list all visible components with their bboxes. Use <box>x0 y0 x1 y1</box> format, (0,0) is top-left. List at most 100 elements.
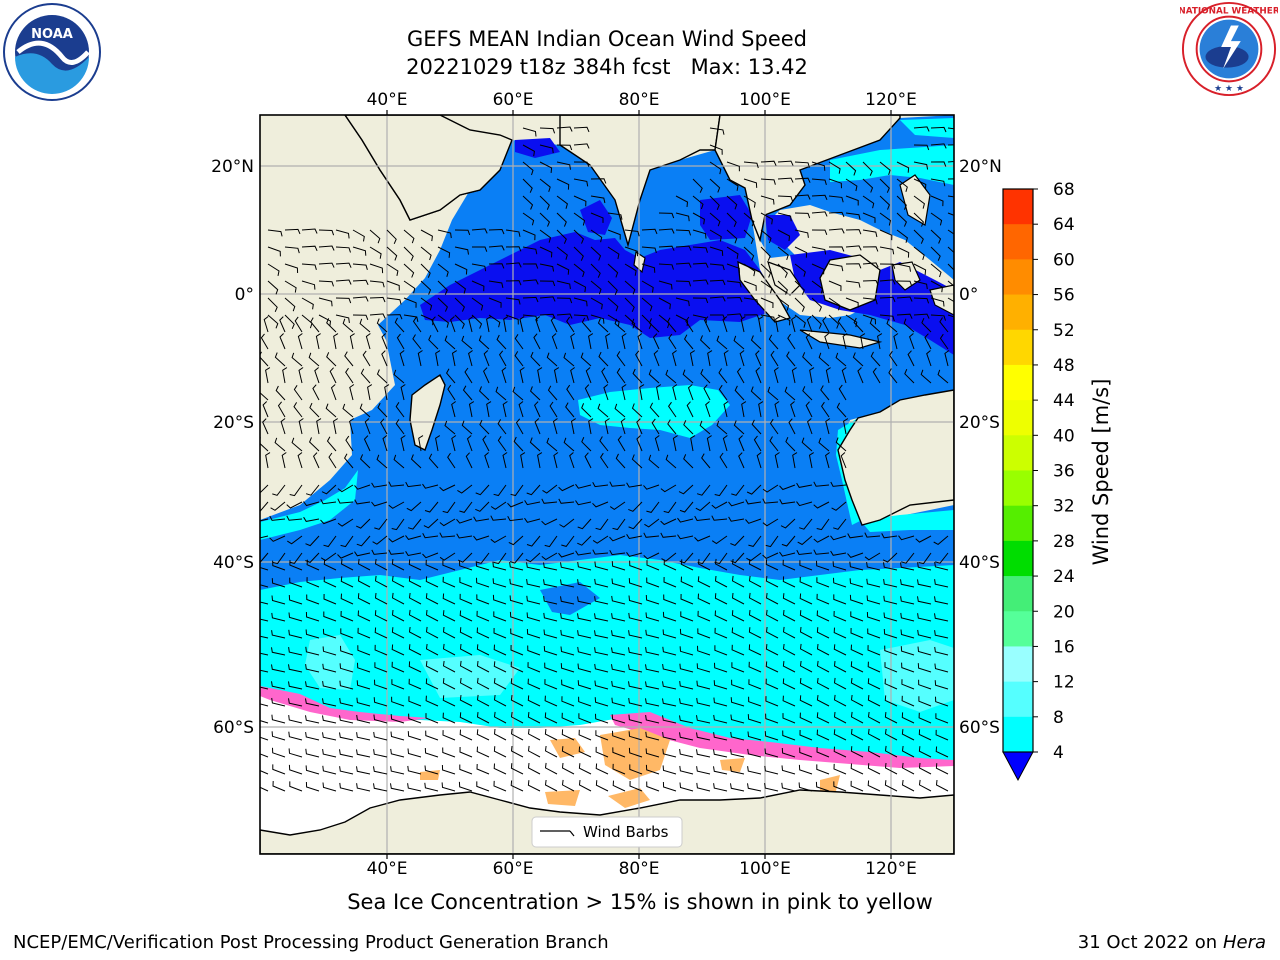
wind-barb <box>866 611 881 622</box>
wind-barb <box>740 316 746 333</box>
wind-barb <box>484 452 490 469</box>
calm-region <box>700 195 752 240</box>
wind-barb <box>354 551 371 557</box>
wind-barb <box>339 732 354 741</box>
colorbar-band <box>1003 294 1033 331</box>
wind-barb <box>428 334 439 350</box>
wind-barb <box>811 229 828 235</box>
wind-barb <box>380 418 388 435</box>
wind-barb <box>653 350 660 367</box>
wind-barb <box>318 280 334 287</box>
wind-barb <box>286 515 303 521</box>
wind-barb <box>522 161 534 176</box>
wind-barb <box>884 662 898 673</box>
wind-barb <box>595 518 609 531</box>
lat-labels-right: 20°N 0° 20°S 40°S 60°S <box>959 157 1002 738</box>
wind-barb <box>697 576 711 588</box>
wind-barb <box>510 628 524 639</box>
wind-barb <box>709 279 726 286</box>
wind-barb <box>918 746 932 758</box>
wind-barb <box>510 711 524 724</box>
wind-barb <box>714 484 728 497</box>
wind-barb <box>475 484 490 496</box>
wind-barb <box>590 297 603 310</box>
wind-barb <box>573 280 587 293</box>
wind-barb <box>713 732 728 741</box>
wind-barb <box>815 781 830 792</box>
wind-barb <box>501 367 507 384</box>
wind-barb <box>811 161 826 171</box>
wind-barb <box>260 501 269 513</box>
wind-barb <box>289 560 303 571</box>
wind-barb <box>896 313 913 319</box>
wind-barb <box>459 593 473 605</box>
wind-barb <box>883 612 898 622</box>
wind-barb <box>843 418 849 435</box>
wind-barb <box>435 435 441 452</box>
wind-barb <box>514 334 524 350</box>
wind-barb <box>781 747 796 758</box>
wind-barb <box>507 515 524 522</box>
wind-barb <box>505 262 522 268</box>
wind-barb <box>835 352 847 367</box>
wind-barb <box>743 178 758 188</box>
wind-barb <box>272 764 286 775</box>
wind-barb <box>883 595 898 605</box>
wind-barb <box>272 560 286 571</box>
wind-barb <box>901 779 915 792</box>
wind-barb <box>697 552 711 565</box>
wind-barb <box>609 481 626 487</box>
wind-barb <box>609 501 626 511</box>
wind-barb <box>764 783 779 792</box>
wind-barb <box>682 369 694 384</box>
wind-barb <box>291 437 303 452</box>
wind-barb <box>537 367 543 384</box>
wind-barb <box>828 228 845 234</box>
wind-barb <box>663 501 677 514</box>
wind-barb <box>403 229 415 244</box>
wind-barb <box>833 763 847 775</box>
wind-barb <box>527 780 541 792</box>
wind-barb <box>748 609 762 622</box>
wind-barb <box>765 661 779 673</box>
wind-barb <box>332 418 338 435</box>
wind-barb <box>493 611 507 622</box>
wind-barb <box>847 533 864 539</box>
se-asia-land <box>714 115 901 243</box>
wind-barb <box>339 663 354 673</box>
wind-barb <box>357 575 371 588</box>
wind-barb <box>879 263 896 269</box>
wind-barb <box>323 611 337 622</box>
wind-barb <box>560 663 575 673</box>
sea-ice-edge <box>610 712 954 768</box>
wind-barb <box>374 518 388 530</box>
wind-barb <box>297 333 303 350</box>
wind-barb <box>884 728 898 741</box>
wind-barb <box>262 418 269 435</box>
wind-barb <box>495 386 507 401</box>
wind-barb <box>773 367 779 384</box>
wind-barb <box>493 644 507 656</box>
wind-barb <box>842 333 848 350</box>
wind-barb <box>799 643 813 656</box>
wind-barb <box>373 749 388 758</box>
wind-barb <box>260 386 269 401</box>
wind-barb <box>442 660 456 673</box>
lat-label: 20°N <box>959 157 1002 177</box>
wind-barb <box>645 681 660 690</box>
wind-barb <box>510 780 524 792</box>
wind-barb <box>305 732 320 741</box>
wind-barb <box>437 246 451 258</box>
wind-barb <box>696 484 711 496</box>
wind-barb <box>352 229 365 242</box>
wind-barb <box>711 535 728 545</box>
wind-barb <box>764 731 779 741</box>
wind-barb <box>677 534 694 540</box>
wind-barb <box>442 576 456 588</box>
wind-barb <box>692 229 707 239</box>
wind-barb <box>791 367 797 384</box>
wind-barb <box>271 612 286 622</box>
wind-barb <box>646 781 660 792</box>
wind-barb <box>933 535 949 546</box>
wind-barb <box>862 212 876 223</box>
